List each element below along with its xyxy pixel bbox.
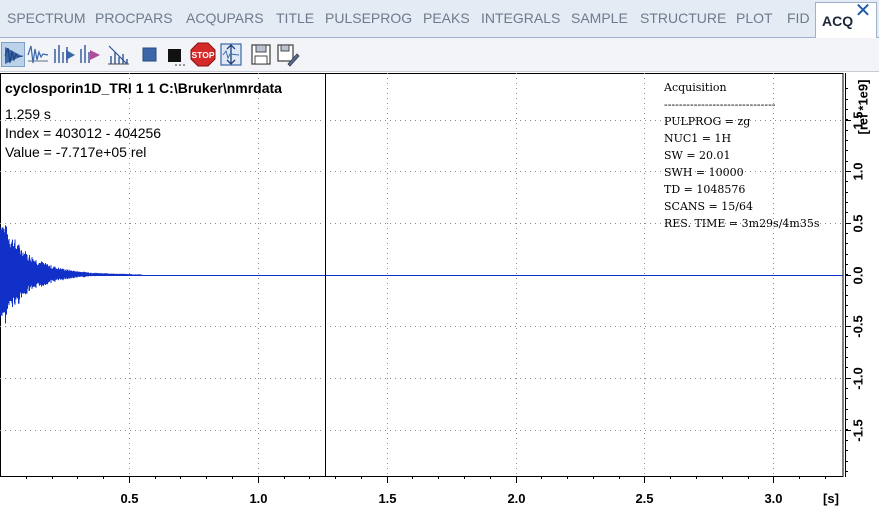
tab-title[interactable]: TITLE: [276, 10, 315, 26]
x-tick-label: 1.5: [378, 491, 396, 506]
dataset-header: cyclosporin1D_TRI 1 1 C:\Bruker\nmrdata: [5, 80, 282, 96]
acquire-spectrum-overlay-icon[interactable]: [78, 42, 102, 67]
acq-param-pulprog: PULPROG = zg: [664, 115, 751, 128]
save-icon[interactable]: [249, 42, 273, 67]
y-tick-label: -0.5: [850, 315, 865, 337]
y-tick-label: 0.5: [850, 214, 865, 232]
acquire-fid-icon[interactable]: [1, 42, 25, 67]
tab-pulseprog[interactable]: PULSEPROG: [325, 10, 413, 26]
tab-spectrum[interactable]: SPECTRUM: [7, 10, 86, 26]
index-range-readout: Index = 403012 - 404256: [5, 125, 162, 141]
tab-structure[interactable]: STRUCTURE: [640, 10, 727, 26]
x-tick-label: 2.0: [507, 491, 525, 506]
stop-icon[interactable]: STOP: [190, 42, 216, 67]
stop-text: STOP: [192, 50, 215, 60]
tab-sample[interactable]: SAMPLE: [571, 10, 628, 26]
y-tick-label: 0.0: [850, 266, 865, 284]
x-axis-unit: [s]: [823, 491, 839, 506]
acq-param-sw: SW = 20.01: [664, 149, 731, 162]
acquisition-title: Acquisition: [664, 81, 727, 94]
tab-acqupars[interactable]: ACQUPARS: [186, 10, 264, 26]
acquisition-toolbar: STOP: [0, 38, 879, 72]
acquire-ascii-icon[interactable]: [106, 42, 130, 67]
tab-peaks[interactable]: PEAKS: [423, 10, 470, 26]
y-tick-label: -1.5: [850, 419, 865, 441]
x-tick-label: 0.5: [120, 491, 138, 506]
fid-plot-area[interactable]: 0.5 1.0 1.5 2.0 2.5 3.0 [s] 1.5 1.0 0.5 0.0 -0.5 -1.…: [0, 73, 879, 511]
value-readout: Value = -7.717e+05 rel: [5, 144, 147, 160]
tab-bar: SPECTRUM PROCPARS ACQUPARS TITLE PULSEPR…: [0, 0, 879, 38]
tab-acq[interactable]: ACQ: [815, 2, 877, 38]
y-tick-label: 1.5: [850, 111, 865, 129]
cursor-time-readout: 1.259 s: [5, 106, 51, 122]
autoscale-icon[interactable]: [219, 42, 243, 67]
x-tick-label: 2.5: [635, 491, 653, 506]
acq-param-nuc1: NUC1 = 1H: [664, 132, 732, 145]
tab-fid[interactable]: FID: [787, 10, 810, 26]
acq-param-td: TD = 1048576: [664, 183, 746, 196]
acq-param-res-time: RES. TIME = 3m29s/4m35s: [664, 217, 820, 230]
y-axis-unit: [rel *1e9]: [855, 80, 870, 135]
acquire-fid-overlay-icon[interactable]: [26, 42, 50, 67]
tab-integrals[interactable]: INTEGRALS: [481, 10, 561, 26]
acquire-spectrum-icon[interactable]: [52, 42, 76, 67]
acquisition-separator: ------------------------------: [664, 98, 776, 111]
x-tick-label: 1.0: [249, 491, 267, 506]
tab-procpars[interactable]: PROCPARS: [95, 10, 173, 26]
fid-chart[interactable]: 0.5 1.0 1.5 2.0 2.5 3.0 [s] 1.5 1.0 0.5 0.0 -0.5 -1.…: [0, 73, 879, 511]
close-icon[interactable]: ✕: [854, 0, 872, 22]
save-as-icon[interactable]: [276, 42, 300, 67]
acq-param-swh: SWH = 10000: [664, 166, 744, 179]
tab-plot[interactable]: PLOT: [736, 10, 773, 26]
fid-signal: [0, 225, 142, 324]
stop-small-icon[interactable]: [164, 42, 188, 67]
x-tick-label: 3.0: [764, 491, 782, 506]
y-tick-label: -1.0: [850, 367, 865, 389]
acq-param-scans: SCANS = 15/64: [664, 200, 753, 213]
halt-icon[interactable]: [138, 42, 162, 67]
y-tick-label: 1.0: [850, 162, 865, 180]
